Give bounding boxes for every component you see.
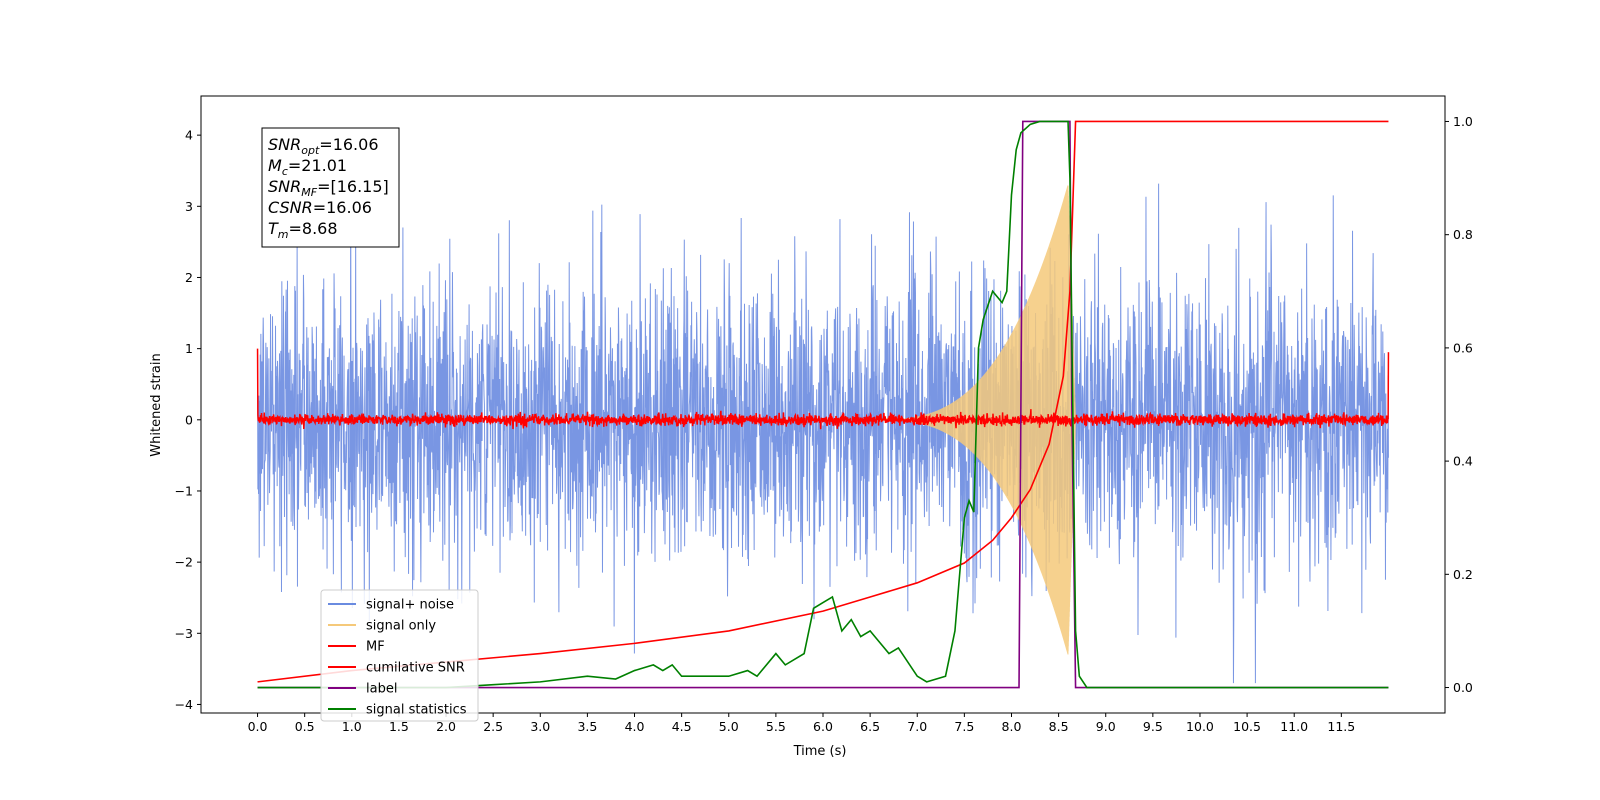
y-tick-label: 3 bbox=[185, 199, 193, 214]
x-tick-label: 0.5 bbox=[295, 719, 315, 734]
y-tick-label: 1 bbox=[185, 341, 193, 356]
x-tick-label: 5.0 bbox=[719, 719, 739, 734]
x-tick-label: 7.0 bbox=[907, 719, 927, 734]
x-tick-label: 0.0 bbox=[248, 719, 268, 734]
y-tick-label: −1 bbox=[175, 483, 193, 498]
x-tick-label: 2.0 bbox=[436, 719, 456, 734]
x-tick-label: 5.5 bbox=[766, 719, 786, 734]
legend-label: cumilative SNR bbox=[366, 661, 465, 676]
series-signal-statistics bbox=[257, 120, 1389, 689]
annotation-line: Mc=21.01 bbox=[268, 156, 347, 178]
x-tick-label: 3.5 bbox=[577, 719, 597, 734]
x-tick-label: 1.0 bbox=[342, 719, 362, 734]
annotation-line: Tm=8.68 bbox=[268, 219, 338, 241]
legend-label: MF bbox=[366, 640, 385, 655]
y2-tick-label: 0.0 bbox=[1453, 680, 1473, 695]
x-tick-label: 11.0 bbox=[1280, 719, 1308, 734]
x-tick-label: 4.0 bbox=[625, 719, 645, 734]
x-tick-label: 4.5 bbox=[672, 719, 692, 734]
legend: signal+ noise signal only MF cumilative SNR… bbox=[320, 589, 479, 722]
series-cumulative-snr bbox=[257, 120, 1389, 683]
y-tick-label: 2 bbox=[185, 270, 193, 285]
x-tick-label: 8.0 bbox=[1002, 719, 1022, 734]
y-tick-label: −3 bbox=[175, 626, 193, 641]
legend-frame bbox=[320, 589, 479, 722]
x-tick-label: 7.5 bbox=[954, 719, 974, 734]
x-tick-label: 9.5 bbox=[1143, 719, 1163, 734]
x-tick-label: 6.0 bbox=[813, 719, 833, 734]
y-axis-label: Whitened strain bbox=[149, 353, 164, 456]
legend-label: signal+ noise bbox=[366, 598, 454, 613]
y2-tick-label: 1.0 bbox=[1453, 114, 1473, 129]
x-tick-label: 1.5 bbox=[389, 719, 409, 734]
legend-label: signal only bbox=[366, 619, 436, 634]
y-tick-label: 0 bbox=[185, 412, 193, 427]
annotation-frame bbox=[261, 127, 400, 248]
y2-tick-label: 0.6 bbox=[1453, 340, 1473, 355]
x-tick-label: 3.0 bbox=[530, 719, 550, 734]
x-tick-label: 10.5 bbox=[1233, 719, 1261, 734]
y-tick-label: −4 bbox=[175, 697, 193, 712]
y2-tick-label: 0.2 bbox=[1453, 567, 1473, 582]
y-axis-right: 0.0 0.2 0.4 0.6 0.8 1.0 bbox=[1445, 114, 1473, 695]
x-tick-label: 6.5 bbox=[860, 719, 880, 734]
plot-series-layer bbox=[256, 120, 1390, 689]
series-mf bbox=[256, 348, 1390, 430]
x-tick-label: 11.5 bbox=[1327, 719, 1355, 734]
annotation-line: SNRMF=[16.15] bbox=[268, 177, 389, 199]
x-tick-label: 9.0 bbox=[1096, 719, 1116, 734]
x-axis-label: Time (s) bbox=[793, 744, 847, 759]
x-axis: 0.0 0.5 1.0 1.5 2.0 2.5 3.0 3.5 4.0 4.5 5.0 5.5 6.0 6… bbox=[248, 713, 1355, 734]
stats-annotation-box: SNRopt=16.06Mc=21.01SNRMF=[16.15]CSNR=16… bbox=[261, 127, 400, 248]
x-tick-label: 8.5 bbox=[1049, 719, 1069, 734]
y-axis-left: −4 −3 −2 −1 0 1 2 3 4 bbox=[175, 128, 201, 712]
y2-tick-label: 0.4 bbox=[1453, 454, 1473, 469]
series-label bbox=[257, 120, 1389, 689]
series-signal-plus-noise bbox=[257, 183, 1389, 684]
y2-tick-label: 0.8 bbox=[1453, 227, 1473, 242]
y-tick-label: 4 bbox=[185, 128, 193, 143]
y-tick-label: −2 bbox=[175, 555, 193, 570]
annotation-line: SNRopt=16.06 bbox=[268, 135, 379, 157]
x-tick-label: 10.0 bbox=[1186, 719, 1214, 734]
legend-label: signal statistics bbox=[366, 703, 467, 718]
legend-label: label bbox=[366, 682, 397, 697]
annotation-line: CSNR=16.06 bbox=[268, 198, 372, 217]
x-tick-label: 2.5 bbox=[483, 719, 503, 734]
